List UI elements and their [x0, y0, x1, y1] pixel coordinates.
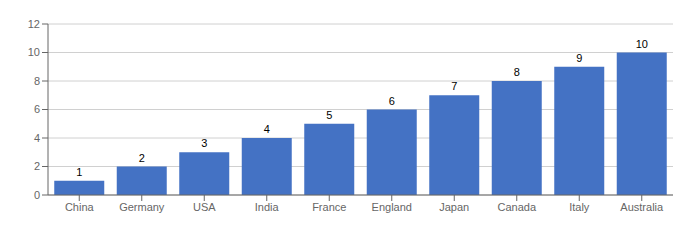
svg-text:Germany: Germany	[119, 201, 165, 213]
svg-text:Italy: Italy	[569, 201, 590, 213]
svg-text:12: 12	[28, 18, 40, 30]
svg-text:Australia: Australia	[620, 201, 664, 213]
svg-text:USA: USA	[193, 201, 216, 213]
svg-text:Japan: Japan	[439, 201, 469, 213]
svg-text:0: 0	[34, 189, 40, 201]
svg-text:Canada: Canada	[497, 201, 536, 213]
svg-text:India: India	[255, 201, 280, 213]
svg-text:5: 5	[326, 109, 332, 121]
svg-text:4: 4	[264, 123, 270, 135]
svg-text:1: 1	[76, 166, 82, 178]
svg-text:China: China	[65, 201, 95, 213]
svg-text:England: England	[372, 201, 412, 213]
svg-text:4: 4	[34, 132, 40, 144]
svg-text:8: 8	[514, 66, 520, 78]
svg-text:3: 3	[201, 137, 207, 149]
svg-text:10: 10	[28, 46, 40, 58]
svg-text:2: 2	[34, 160, 40, 172]
svg-text:6: 6	[389, 95, 395, 107]
svg-text:7: 7	[451, 80, 457, 92]
svg-text:France: France	[312, 201, 346, 213]
svg-text:6: 6	[34, 103, 40, 115]
svg-text:10: 10	[636, 38, 648, 50]
svg-text:9: 9	[576, 52, 582, 64]
svg-text:2: 2	[139, 152, 145, 164]
svg-text:8: 8	[34, 75, 40, 87]
